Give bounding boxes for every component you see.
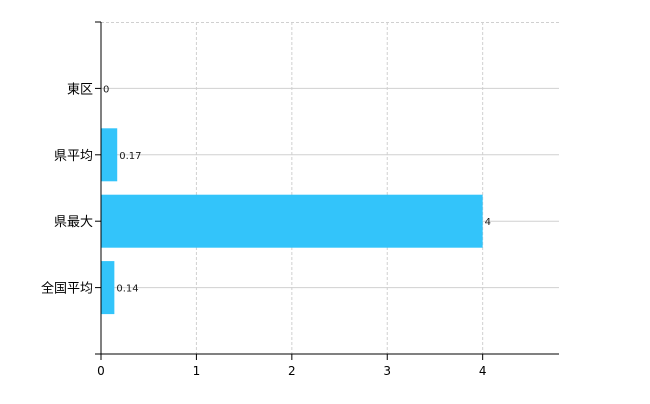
category-label: 東区 <box>67 81 93 97</box>
x-tick-label: 3 <box>383 364 391 378</box>
category-label: 県最大 <box>54 215 93 230</box>
data-label: 0 <box>103 84 109 95</box>
bar-1 <box>101 128 118 182</box>
data-label: 0.17 <box>119 151 141 162</box>
category-label: 全国平均 <box>41 281 93 297</box>
x-tick-label: 2 <box>288 364 296 378</box>
data-label: 0.14 <box>116 284 138 295</box>
data-label: 4 <box>485 217 491 228</box>
category-label: 県平均 <box>54 149 93 164</box>
x-tick-label: 4 <box>479 364 487 378</box>
bar-2 <box>101 194 483 248</box>
x-tick-label: 1 <box>193 364 201 378</box>
x-tick-label: 0 <box>97 364 105 378</box>
bar-3 <box>101 261 115 315</box>
